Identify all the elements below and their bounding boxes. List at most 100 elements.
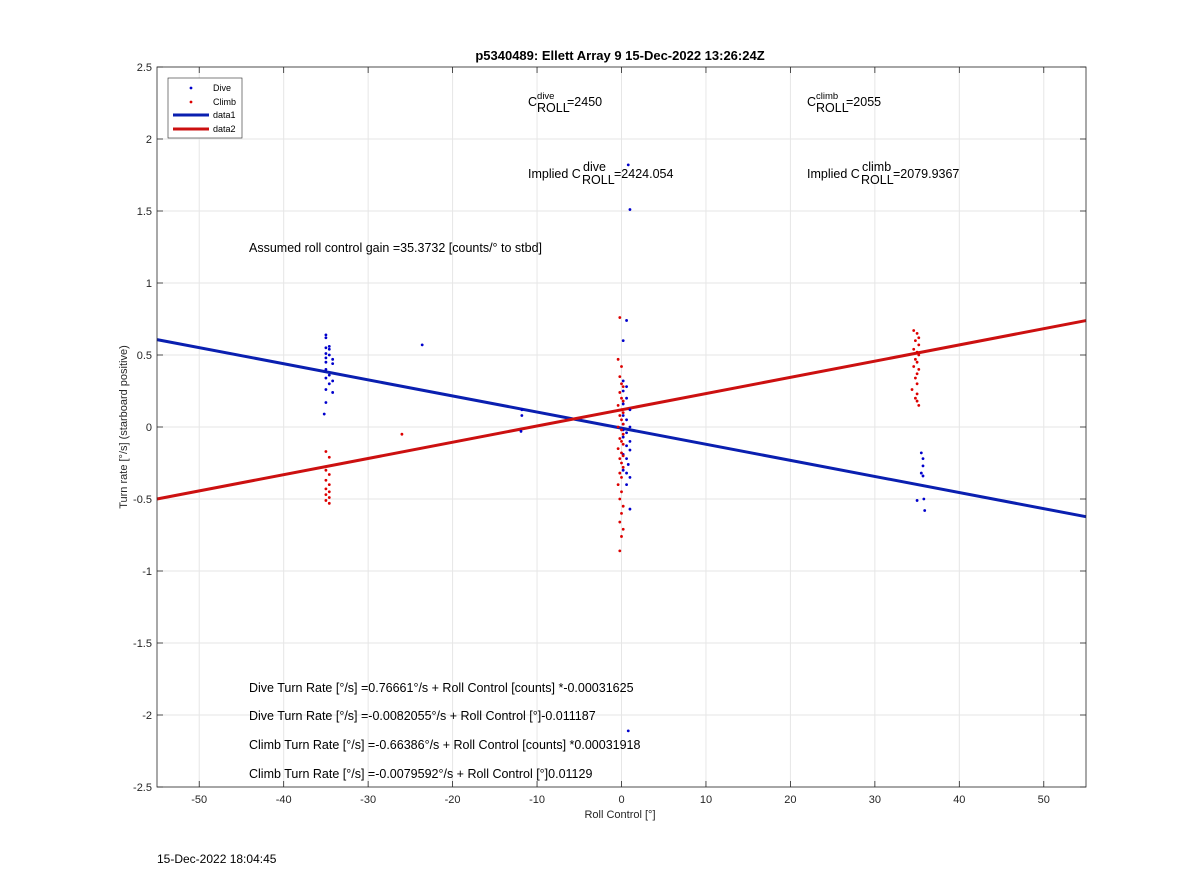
climb-point [620,418,623,422]
fit-line-data1 [156,338,1087,519]
dive-point [625,457,628,461]
climb-point [400,432,404,436]
equation-dive-degrees: Dive Turn Rate [°/s] =-0.0082055°/s + Ro… [249,709,596,723]
svg-text:Cclimb: Cclimb [807,91,838,109]
dive-point [324,401,328,404]
climb-point [915,350,919,354]
y-tick-label: 0.5 [137,350,152,362]
implied-dive-annotation: Implied C dive ROLL =2424.054 [528,160,673,187]
dive-point [324,333,328,337]
equation-dive-counts: Dive Turn Rate [°/s] =0.76661°/s + Roll … [249,681,634,695]
climb-point [914,376,917,380]
implied-dive-value: =2424.054 [614,167,673,181]
dive-point [520,414,524,417]
implied-climb-annotation: Implied C climb ROLL =2079.9367 [807,160,959,187]
climb-point [327,483,331,486]
legend-marker-climb [189,100,193,104]
c-letter: C [528,95,537,109]
dive-point [923,509,927,512]
c-letter: C [807,95,816,109]
y-tick-label: -2 [142,710,152,722]
footer-timestamp: 15-Dec-2022 18:04:45 [157,852,277,866]
climb-point [327,496,331,499]
climb-point [914,339,917,342]
legend-label-climb: Climb [213,97,236,107]
climb-point [616,357,620,361]
implied-prefix: Implied C [528,167,581,181]
climb-point [324,468,328,472]
dive-point [327,344,331,348]
dive-point [921,457,925,461]
dive-point [327,347,331,351]
c-roll-dive-value: =2450 [567,95,602,109]
dive-point [621,379,625,383]
dive-point [625,396,628,400]
dive-point [626,463,630,466]
y-tick-label: -2.5 [133,782,152,794]
dive-point [519,429,523,433]
x-tick-label: 40 [953,794,965,806]
climb-point [618,549,622,553]
climb-point [618,497,622,501]
dive-point [921,474,925,478]
dive-point [324,336,328,340]
dive-point [331,362,335,366]
svg-text:Cdive: Cdive [528,91,554,109]
dive-point [921,464,925,468]
x-tick-label: 50 [1038,794,1050,806]
dive-point [628,448,632,452]
y-tick-label: 1.5 [137,206,152,218]
legend-label-data2: data2 [213,124,236,134]
climb-point [621,422,625,426]
y-tick-label: -1.5 [133,638,152,650]
dive-point [625,319,628,322]
climb-point [917,343,921,347]
dive-point [324,376,328,380]
dive-point [628,208,632,211]
climb-point [324,499,328,502]
y-tick-label: 2 [146,134,152,146]
climb-point [327,501,331,505]
dive-point [621,339,625,342]
sup-climb: climb [862,160,891,174]
climb-point [620,428,623,432]
climb-point [621,465,625,469]
dive-point [322,412,326,416]
dive-point [324,360,328,364]
implied-climb-value: =2079.9367 [893,167,959,181]
sub-roll: ROLL [861,173,894,187]
climb-point [618,375,622,378]
x-tick-label: 20 [784,794,796,806]
climb-point [616,483,620,486]
dive-point [625,483,628,486]
y-tick-label: 0 [146,422,152,434]
sup-dive: dive [583,160,606,174]
climb-point [618,457,622,461]
climb-point [621,399,625,403]
climb-point [616,447,620,450]
dive-point [919,471,923,475]
sup-climb: climb [816,91,838,102]
climb-point [915,372,919,376]
climb-point [915,392,919,396]
dive-point [628,408,632,412]
climb-point [618,471,622,475]
climb-point [621,432,625,436]
dive-point [324,352,328,355]
climb-point [621,504,625,508]
x-tick-label: -20 [445,794,461,806]
climb-point [620,512,623,515]
climb-point [616,404,620,407]
climb-point [621,442,625,446]
legend-marker-dive [189,86,193,90]
chart-title: p5340489: Ellett Array 9 15-Dec-2022 13:… [475,48,764,63]
dive-point [625,431,628,435]
x-tick-label: 10 [700,794,712,806]
climb-point [620,490,623,494]
legend: Dive Climb data1 data2 [167,77,243,139]
dive-point [331,379,335,383]
x-tick-label: -10 [529,794,545,806]
climb-point [915,360,919,364]
climb-point [620,396,623,400]
